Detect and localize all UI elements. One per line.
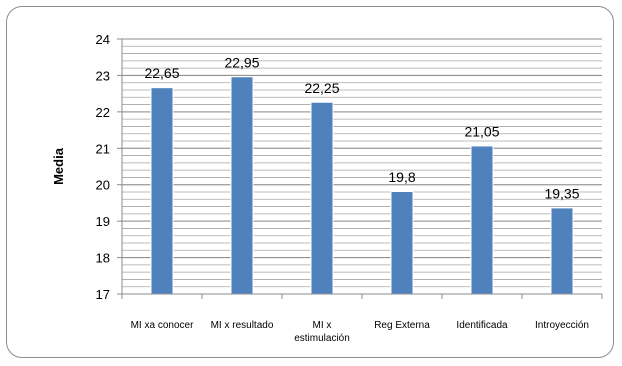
bar [151, 88, 173, 294]
bar [471, 146, 493, 294]
data-label: 22,65 [144, 65, 179, 81]
data-label: 19,35 [544, 185, 579, 201]
y-tick-label: 21 [96, 141, 110, 156]
data-label: 22,25 [304, 80, 339, 96]
category-label: MI x [313, 320, 332, 331]
bar [311, 102, 333, 294]
category-label: Introyección [535, 320, 589, 331]
y-tick-label: 22 [96, 105, 110, 120]
y-axis-title: Media [51, 147, 66, 185]
bar [551, 208, 573, 294]
category-label: MI x resultado [211, 320, 274, 331]
y-tick-label: 19 [96, 214, 110, 229]
data-label: 19,8 [388, 169, 415, 185]
data-label: 22,95 [224, 54, 259, 70]
bar [391, 192, 413, 294]
category-label: Reg Externa [374, 320, 430, 331]
labels: 22,65 MI xa conocer 22,95 MI x resultado 22,… [51, 32, 589, 344]
category-label: MI xa conocer [131, 320, 194, 331]
y-tick-label: 18 [96, 251, 110, 266]
axes [117, 38, 603, 299]
y-tick-label: 20 [96, 178, 110, 193]
data-label: 21,05 [464, 123, 499, 139]
y-tick-label: 23 [96, 68, 110, 83]
gridlines [122, 38, 602, 295]
y-tick-label: 17 [96, 287, 110, 302]
bars [150, 76, 574, 294]
chart-frame [6, 6, 614, 358]
category-label: Identificada [456, 320, 508, 331]
y-tick-label: 24 [96, 32, 110, 47]
category-label: estimulación [294, 333, 350, 344]
bar [231, 77, 253, 294]
